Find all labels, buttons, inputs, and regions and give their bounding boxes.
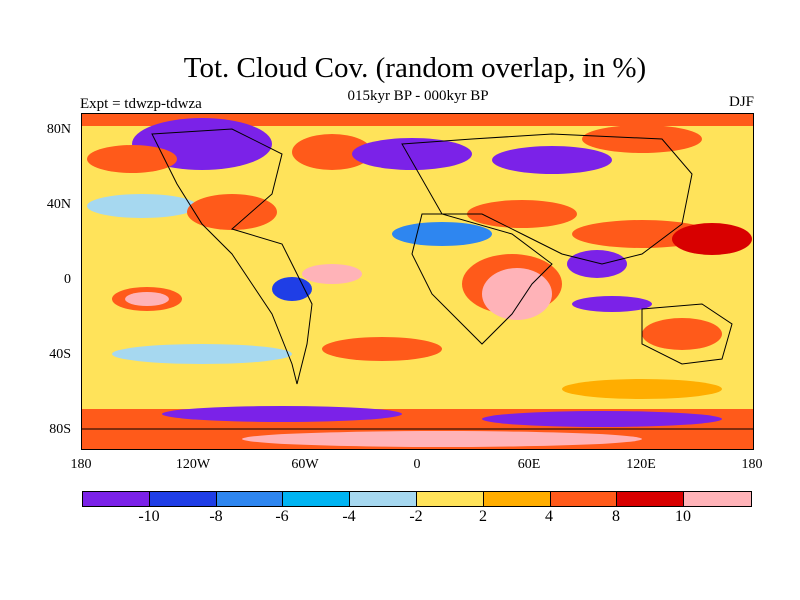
amazon-blue [272,277,312,301]
colorbar-label: -2 [409,508,423,525]
coastlines [82,128,753,430]
colorbar-label: 4 [545,508,553,525]
colorbar-swatch [216,492,284,506]
middle-east-orange [467,200,577,228]
colorbar-swatch [83,492,150,506]
sahara-blue [392,222,492,246]
colorbar-swatch [149,492,217,506]
colorbar-label: -10 [138,508,160,525]
south-atlantic-orange [322,337,442,361]
colorbar-label: 2 [479,508,487,525]
antarctic-purple-east [482,411,722,427]
australia-orange [642,318,722,350]
colorbar-swatch [283,492,351,506]
atlantic-north-orange [292,134,372,170]
south-pacific-lightblue [112,344,292,364]
x-tick-0: 0 [413,457,421,472]
x-tick-60w: 60W [291,457,319,472]
x-tick-180w: 180 [70,457,92,472]
colorbar-label: -8 [209,508,223,525]
west-pacific-red [672,223,752,255]
central-africa-pink [482,268,552,320]
colorbar-label: -6 [275,508,289,525]
cloud-cover-field [82,114,753,449]
map-plot [81,113,754,450]
east-asia-orange [582,125,702,153]
siberia-purple [492,146,612,174]
colorbar [82,491,752,507]
season-label: DJF [728,94,754,110]
map-subtitle: 015kyr BP - 000kyr BP [347,88,489,104]
europe-purple [352,138,472,170]
x-tick-120e: 120E [626,457,656,472]
colorbar-label: 8 [612,508,620,525]
colorbar-swatch [617,492,685,506]
antarctic-pink [242,431,642,447]
colorbar-swatch [350,492,417,506]
y-tick-80s: 80S [49,422,71,437]
south-indian-purple [572,296,652,312]
y-tick-0: 0 [64,272,71,287]
north-brazil-pink [302,264,362,284]
x-tick-180e: 180 [741,457,763,472]
southern-ocean-amber [562,379,722,399]
pacific-north-orange [87,145,177,173]
x-tick-120w: 120W [175,457,211,472]
y-tick-40n: 40N [46,197,71,212]
antarctic-purple-west [162,406,402,422]
colorbar-label: -4 [342,508,356,525]
map-title: Tot. Cloud Cov. (random overlap, in %) [183,52,647,84]
y-tick-40s: 40S [49,347,71,362]
central-pacific-pink [125,292,169,306]
east-pacific-orange [187,194,277,230]
north-pacific-lightblue [87,194,197,218]
colorbar-swatch [550,492,618,506]
colorbar-label: 10 [675,508,691,525]
x-tick-60e: 60E [517,457,541,472]
colorbar-swatch [684,492,751,506]
colorbar-swatch [416,492,484,506]
indian-ocean-purple [567,250,627,278]
experiment-label: Expt = tdwzp-tdwza [80,96,202,112]
arctic-orange-band [82,114,753,126]
y-tick-80n: 80N [46,122,71,137]
colorbar-swatch [483,492,551,506]
